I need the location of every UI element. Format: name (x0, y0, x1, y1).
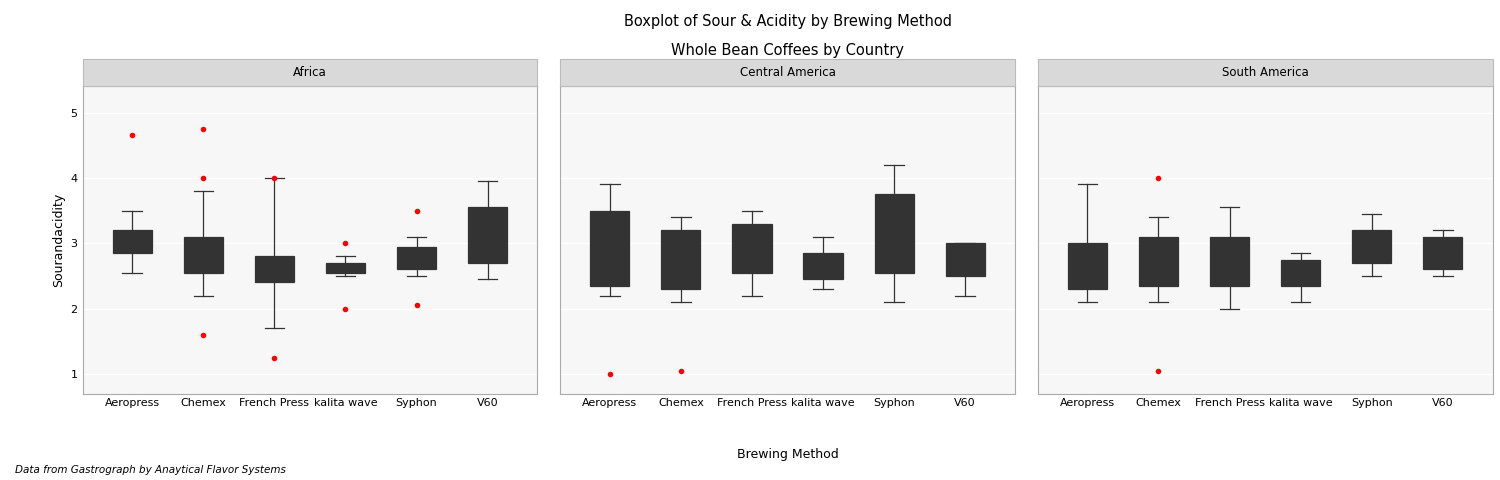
PathPatch shape (732, 224, 771, 273)
PathPatch shape (398, 247, 436, 269)
PathPatch shape (112, 230, 152, 253)
PathPatch shape (591, 211, 630, 286)
PathPatch shape (1068, 243, 1107, 289)
PathPatch shape (468, 207, 507, 263)
PathPatch shape (184, 237, 224, 273)
Text: Central America: Central America (740, 66, 836, 79)
PathPatch shape (945, 243, 984, 276)
Text: Boxplot of Sour & Acidity by Brewing Method: Boxplot of Sour & Acidity by Brewing Met… (624, 14, 951, 29)
Y-axis label: Sourandacidity: Sourandacidity (53, 193, 64, 287)
FancyBboxPatch shape (82, 59, 537, 86)
PathPatch shape (874, 194, 914, 273)
PathPatch shape (1138, 237, 1178, 286)
FancyBboxPatch shape (1038, 59, 1492, 86)
PathPatch shape (1352, 230, 1390, 263)
Text: Africa: Africa (292, 66, 327, 79)
Text: Whole Bean Coffees by Country: Whole Bean Coffees by Country (670, 43, 904, 58)
PathPatch shape (255, 256, 294, 283)
PathPatch shape (1424, 237, 1462, 269)
PathPatch shape (1281, 260, 1320, 286)
PathPatch shape (326, 263, 364, 273)
Text: South America: South America (1221, 66, 1308, 79)
PathPatch shape (662, 230, 700, 289)
FancyBboxPatch shape (560, 59, 1016, 86)
Text: Brewing Method: Brewing Method (736, 448, 839, 461)
PathPatch shape (804, 253, 843, 279)
PathPatch shape (1210, 237, 1249, 286)
Text: Data from Gastrograph by Anaytical Flavor Systems: Data from Gastrograph by Anaytical Flavo… (15, 465, 286, 475)
